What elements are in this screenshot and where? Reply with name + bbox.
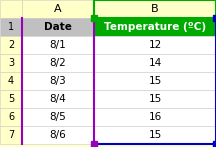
Bar [94, 108, 216, 126]
Text: Date: Date [44, 22, 72, 32]
Bar [22, 54, 94, 72]
Text: 2: 2 [8, 40, 14, 50]
Bar [94, 126, 216, 144]
Text: A: A [54, 4, 62, 14]
Bar [22, 72, 94, 90]
Bar [0, 54, 22, 72]
Bar [0, 90, 22, 108]
Text: 16: 16 [148, 112, 162, 122]
Text: 4: 4 [8, 76, 14, 86]
Text: Temperature (ºC): Temperature (ºC) [104, 22, 206, 32]
Bar [22, 126, 94, 144]
Bar [22, 0, 94, 18]
Bar [94, 0, 216, 18]
Text: 8/6: 8/6 [50, 130, 66, 140]
Text: 15: 15 [148, 94, 162, 104]
Bar [94, 72, 216, 90]
Text: 8/1: 8/1 [50, 40, 66, 50]
Bar [0, 0, 22, 18]
Bar [22, 90, 94, 108]
Bar [94, 18, 216, 36]
Bar [0, 18, 22, 36]
Text: 6: 6 [8, 112, 14, 122]
Text: 14: 14 [148, 58, 162, 68]
Bar [0, 126, 22, 144]
Bar [0, 72, 22, 90]
Bar [94, 54, 216, 72]
Text: 3: 3 [8, 58, 14, 68]
Bar [94, 90, 216, 108]
Text: 8/5: 8/5 [50, 112, 66, 122]
Text: 15: 15 [148, 76, 162, 86]
Bar [22, 108, 94, 126]
Text: B: B [151, 4, 159, 14]
Bar [94, 36, 216, 54]
Text: 12: 12 [148, 40, 162, 50]
Text: 7: 7 [8, 130, 14, 140]
Text: 8/4: 8/4 [50, 94, 66, 104]
Text: 8/2: 8/2 [50, 58, 66, 68]
Bar [0, 36, 22, 54]
Text: 1: 1 [8, 22, 14, 32]
Bar [22, 36, 94, 54]
Text: 15: 15 [148, 130, 162, 140]
Bar [0, 108, 22, 126]
Text: 5: 5 [8, 94, 14, 104]
Text: 8/3: 8/3 [50, 76, 66, 86]
Bar [22, 18, 94, 36]
